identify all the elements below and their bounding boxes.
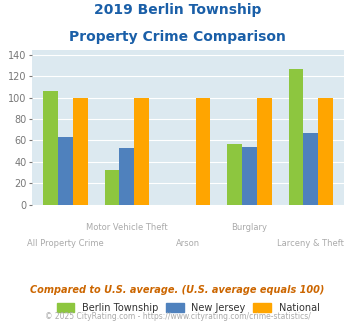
Bar — [105, 170, 119, 205]
Bar — [228, 144, 242, 205]
Bar — [242, 147, 257, 205]
Bar — [318, 98, 333, 205]
Text: © 2025 CityRating.com - https://www.cityrating.com/crime-statistics/: © 2025 CityRating.com - https://www.city… — [45, 312, 310, 321]
Text: 2019 Berlin Township: 2019 Berlin Township — [94, 3, 261, 17]
Bar — [257, 98, 272, 205]
Bar — [304, 133, 318, 205]
Text: Motor Vehicle Theft: Motor Vehicle Theft — [86, 223, 168, 232]
Bar — [58, 137, 73, 205]
Text: Property Crime Comparison: Property Crime Comparison — [69, 30, 286, 44]
Bar — [43, 91, 58, 205]
Text: Arson: Arson — [176, 239, 200, 248]
Bar — [134, 98, 149, 205]
Bar — [119, 148, 134, 205]
Legend: Berlin Township, New Jersey, National: Berlin Township, New Jersey, National — [57, 303, 320, 313]
Text: Compared to U.S. average. (U.S. average equals 100): Compared to U.S. average. (U.S. average … — [30, 285, 325, 295]
Bar — [289, 69, 304, 205]
Bar — [196, 98, 210, 205]
Text: All Property Crime: All Property Crime — [27, 239, 104, 248]
Bar — [73, 98, 88, 205]
Text: Burglary: Burglary — [231, 223, 267, 232]
Text: Larceny & Theft: Larceny & Theft — [277, 239, 344, 248]
